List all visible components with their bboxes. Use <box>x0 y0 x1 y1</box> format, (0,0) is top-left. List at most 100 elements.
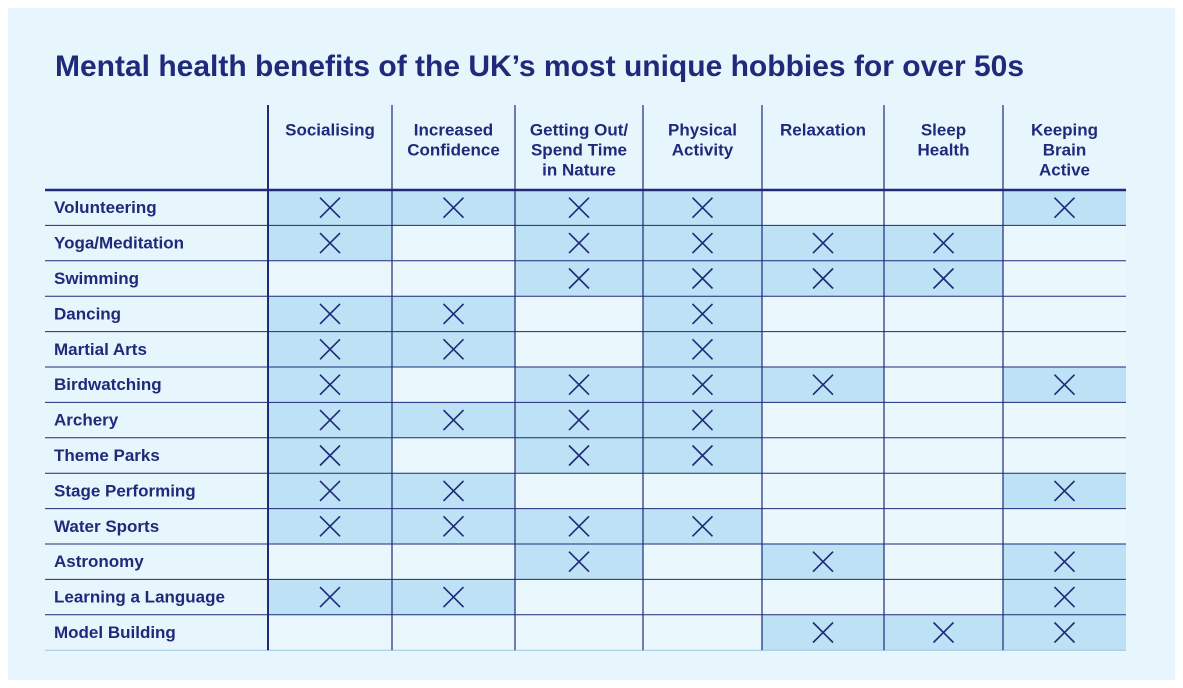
cell <box>884 367 1003 403</box>
cell <box>884 508 1003 544</box>
cross-mark <box>1053 586 1076 608</box>
cross-mark <box>932 232 955 254</box>
cell <box>268 544 392 580</box>
cross-mark <box>1053 480 1076 502</box>
cross-mark <box>691 409 714 431</box>
cell <box>392 225 515 261</box>
cross-mark <box>1053 374 1076 396</box>
cross-mark <box>812 267 834 290</box>
cell <box>762 473 884 509</box>
cross-mark <box>442 303 465 325</box>
cross-mark <box>568 374 590 396</box>
cross-mark <box>812 621 834 644</box>
column-header: Getting Out/ <box>530 120 628 139</box>
cross-mark <box>568 267 590 290</box>
cross-mark <box>691 444 714 467</box>
cross-mark <box>319 586 341 608</box>
cross-mark <box>442 197 465 219</box>
row-label: Yoga/Meditation <box>54 234 184 253</box>
cross-mark <box>319 232 341 254</box>
row-label-bg <box>45 225 268 261</box>
cell <box>1003 260 1126 297</box>
row-label-bg <box>45 296 268 332</box>
row-label: Stage Performing <box>54 481 196 500</box>
row-label-bg <box>45 473 268 509</box>
cell <box>884 296 1003 332</box>
cell <box>762 579 884 615</box>
cross-mark <box>319 374 341 396</box>
cross-mark <box>691 374 714 396</box>
cross-mark <box>568 197 590 219</box>
row-label-bg <box>45 614 268 651</box>
cross-mark <box>1053 551 1076 573</box>
cell <box>884 437 1003 474</box>
cross-mark <box>932 621 955 644</box>
cross-mark <box>442 480 465 502</box>
row-label-bg <box>45 508 268 544</box>
cell <box>268 260 392 297</box>
cell <box>1003 402 1126 438</box>
column-header: in Nature <box>542 160 616 179</box>
row-label-bg <box>45 437 268 474</box>
cross-mark <box>812 551 834 573</box>
column-header: Socialising <box>285 120 375 139</box>
row-label: Learning a Language <box>54 588 225 607</box>
cell <box>884 402 1003 438</box>
cross-mark <box>1053 621 1076 644</box>
cross-mark <box>442 338 465 360</box>
cell <box>762 296 884 332</box>
cell <box>392 260 515 297</box>
cross-mark <box>319 444 341 467</box>
title: Mental health benefits of the UK’s most … <box>55 50 1024 83</box>
cell <box>884 473 1003 509</box>
cross-mark <box>691 515 714 537</box>
cell <box>643 544 762 580</box>
row-label: Water Sports <box>54 517 159 536</box>
cross-mark <box>319 197 341 219</box>
cross-mark <box>568 444 590 467</box>
column-header: Sleep <box>921 120 966 139</box>
cell <box>1003 331 1126 367</box>
cell <box>762 190 884 226</box>
cell <box>515 473 643 509</box>
cross-mark <box>319 480 341 502</box>
cell <box>515 579 643 615</box>
cross-mark <box>319 338 341 360</box>
cell <box>884 579 1003 615</box>
cell <box>643 579 762 615</box>
row-label: Astronomy <box>54 552 144 571</box>
column-header: Health <box>918 140 970 159</box>
cross-mark <box>691 338 714 360</box>
cell <box>1003 508 1126 544</box>
row-label-bg <box>45 579 268 615</box>
cell <box>392 437 515 474</box>
cross-mark <box>691 267 714 290</box>
row-label: Volunteering <box>54 198 157 217</box>
column-header: Keeping <box>1031 120 1098 139</box>
cell <box>392 367 515 403</box>
cell <box>515 614 643 651</box>
column-header: Increased <box>414 120 493 139</box>
row-label: Martial Arts <box>54 340 147 359</box>
cross-mark <box>442 586 465 608</box>
cross-mark <box>568 409 590 431</box>
cell <box>1003 296 1126 332</box>
row-label-bg <box>45 190 268 226</box>
cell <box>884 190 1003 226</box>
cross-mark <box>812 232 834 254</box>
cell <box>762 508 884 544</box>
cross-mark <box>691 197 714 219</box>
cell <box>762 437 884 474</box>
cell <box>268 614 392 651</box>
row-label: Dancing <box>54 304 121 323</box>
cross-mark <box>319 515 341 537</box>
cross-mark <box>319 303 341 325</box>
cell <box>1003 437 1126 474</box>
cell <box>884 331 1003 367</box>
row-label-bg <box>45 544 268 580</box>
cell <box>762 402 884 438</box>
row-label-bg <box>45 331 268 367</box>
cross-mark <box>568 551 590 573</box>
cross-mark <box>1053 197 1076 219</box>
